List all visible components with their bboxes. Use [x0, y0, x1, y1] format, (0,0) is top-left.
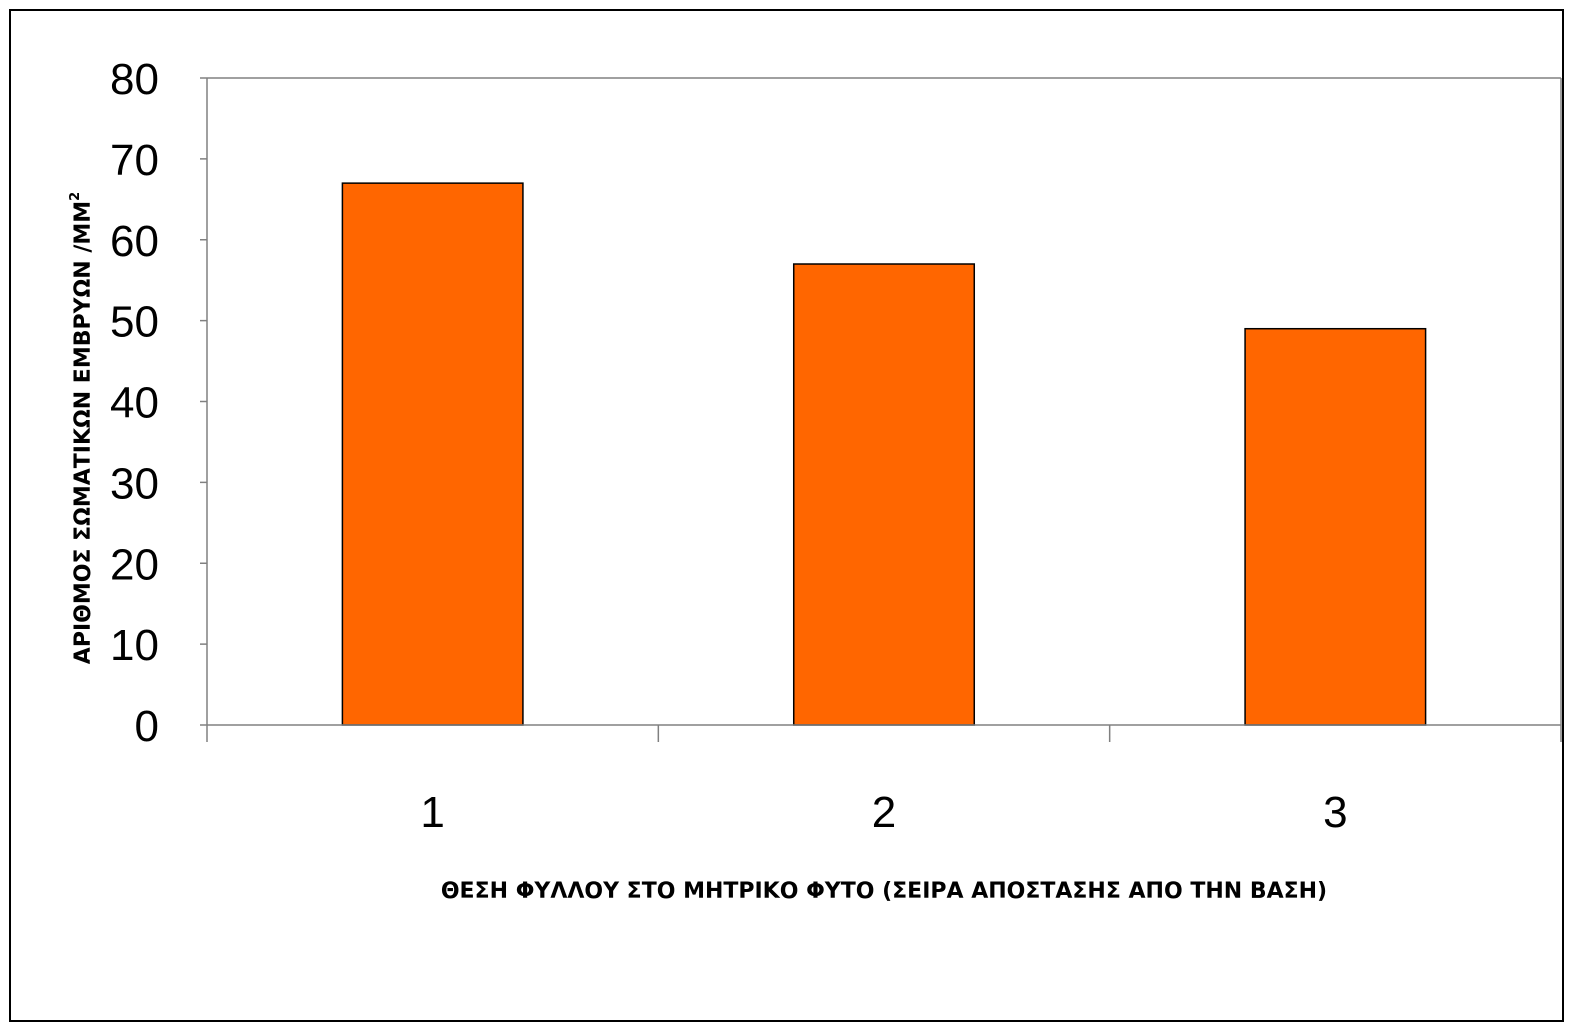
x-tick-label: 3 [1323, 788, 1347, 837]
y-tick-label: 0 [135, 702, 159, 751]
bar-3 [1244, 327, 1427, 726]
x-tick-label: 1 [420, 788, 444, 837]
x-tick-label: 2 [872, 788, 896, 837]
y-tick-label: 50 [110, 298, 159, 347]
x-ticks-layer: 1 2 3 [206, 725, 1562, 837]
y-tick-label: 70 [110, 136, 159, 185]
y-axis-title-superscript: 2 [68, 192, 83, 201]
y-axis-title: ΑΡΙΘΜΟΣ ΣΩΜΑΤΙΚΩΝ ΕΜΒΡΥΩΝ /ΜΜ2 [68, 192, 96, 664]
y-tick-label: 20 [110, 540, 159, 589]
bar-1 [341, 182, 524, 726]
y-tick-label: 10 [110, 621, 159, 670]
y-tick-label: 80 [110, 55, 159, 104]
y-tick-label: 60 [110, 217, 159, 266]
bar-2 [792, 263, 976, 726]
y-tick-label: 40 [110, 379, 159, 428]
y-axis-title-text: ΑΡΙΘΜΟΣ ΣΩΜΑΤΙΚΩΝ ΕΜΒΡΥΩΝ /ΜΜ [71, 201, 96, 664]
x-axis-title: ΘΕΣΗ ΦΥΛΛΟΥ ΣΤΟ ΜΗΤΡΙΚΟ ΦΥΤΟ (ΣΕΙΡΑ ΑΠΟΣ… [441, 879, 1327, 904]
bars-layer [341, 182, 1427, 726]
y-ticks-layer: 0 10 20 30 40 50 60 70 80 [110, 55, 207, 751]
y-tick-label: 30 [110, 459, 159, 508]
